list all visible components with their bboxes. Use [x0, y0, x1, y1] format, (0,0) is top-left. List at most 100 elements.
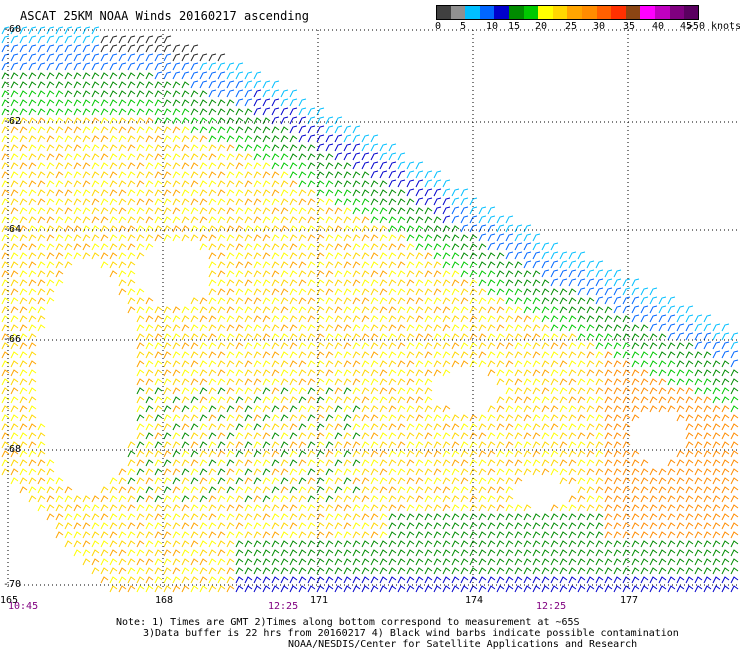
wind-barb [397, 396, 406, 404]
wind-barb [298, 162, 307, 170]
wind-barb [667, 558, 676, 566]
wind-barb [28, 81, 37, 89]
wind-barb [19, 198, 28, 206]
wind-barb [604, 450, 613, 458]
wind-barb [244, 171, 253, 179]
wind-barb [568, 504, 577, 512]
wind-barb [370, 161, 379, 170]
wind-barb [514, 315, 523, 323]
wind-barb [496, 477, 505, 485]
wind-barb [532, 450, 541, 458]
wind-barb [55, 522, 64, 530]
wind-barb [325, 171, 334, 179]
wind-barb [343, 441, 352, 449]
wind-barb [136, 207, 145, 215]
wind-barb [586, 432, 595, 440]
wind-barb [127, 522, 136, 530]
wind-barb [235, 315, 244, 323]
wind-barb [55, 26, 64, 35]
wind-barb [244, 567, 253, 575]
wind-barb [19, 333, 28, 341]
wind-barb [280, 107, 289, 116]
wind-barb [289, 513, 298, 521]
wind-barb [244, 441, 253, 449]
wind-barb [136, 81, 145, 89]
wind-barb [721, 522, 730, 530]
wind-barb [298, 378, 307, 386]
wind-barb [46, 468, 55, 476]
wind-barb [280, 153, 289, 161]
wind-barb [280, 468, 289, 476]
wind-barb [334, 513, 343, 521]
wind-barb [181, 225, 190, 233]
wind-barb [730, 522, 739, 530]
wind-barb [550, 260, 559, 269]
wind-barb [352, 216, 361, 224]
wind-barb [172, 216, 181, 224]
wind-barb [280, 324, 289, 332]
wind-barb [613, 396, 622, 404]
wind-barb [55, 35, 64, 44]
wind-barb [127, 72, 136, 80]
wind-barb [55, 243, 64, 251]
wind-barb [487, 585, 496, 593]
wind-barb [28, 189, 37, 197]
wind-barb [64, 513, 73, 521]
wind-barb [253, 423, 262, 431]
wind-barb [154, 459, 163, 467]
wind-barb [118, 477, 127, 485]
wind-barb [676, 387, 685, 395]
wind-barb [73, 126, 82, 134]
wind-barb [415, 450, 424, 458]
wind-barb [361, 477, 370, 485]
wind-barb [694, 576, 703, 584]
wind-barb [442, 243, 451, 251]
wind-barb [694, 423, 703, 431]
wind-barb [703, 314, 712, 323]
wind-barb [415, 396, 424, 404]
wind-barb [82, 225, 91, 233]
wind-barb [703, 495, 712, 503]
wind-barb [181, 567, 190, 575]
wind-barb [19, 144, 28, 152]
wind-barb [433, 459, 442, 467]
wind-barb [703, 558, 712, 566]
wind-barb [694, 341, 703, 350]
wind-barb [208, 117, 217, 125]
wind-barb [172, 504, 181, 512]
wind-barb [334, 171, 343, 179]
wind-barb [370, 558, 379, 566]
wind-barb [37, 171, 46, 179]
wind-barb [343, 513, 352, 521]
wind-barb [577, 405, 586, 413]
wind-barb [586, 315, 595, 323]
wind-barb [181, 44, 190, 53]
wind-barb [217, 504, 226, 512]
wind-barb [415, 288, 424, 296]
wind-barb [172, 189, 181, 197]
wind-barb [226, 297, 235, 305]
wind-barb [685, 576, 694, 584]
wind-barb [487, 522, 496, 530]
wind-barb [118, 72, 127, 80]
wind-barb [514, 324, 523, 332]
wind-barb [397, 216, 406, 224]
wind-barb [568, 531, 577, 539]
wind-barb [550, 269, 559, 278]
wind-barb [379, 161, 388, 170]
wind-barb [217, 495, 226, 503]
wind-barb [127, 99, 136, 107]
wind-barb [559, 387, 568, 395]
wind-barb [487, 270, 496, 278]
wind-barb [10, 234, 19, 242]
wind-barb [352, 513, 361, 521]
wind-barb [73, 513, 82, 521]
wind-barb [145, 486, 154, 494]
wind-barb [352, 567, 361, 575]
wind-barb [631, 333, 640, 341]
wind-barb [235, 198, 244, 206]
wind-barb [271, 162, 280, 170]
wind-barb [685, 369, 694, 377]
wind-barb [694, 540, 703, 548]
wind-barb [235, 98, 244, 107]
